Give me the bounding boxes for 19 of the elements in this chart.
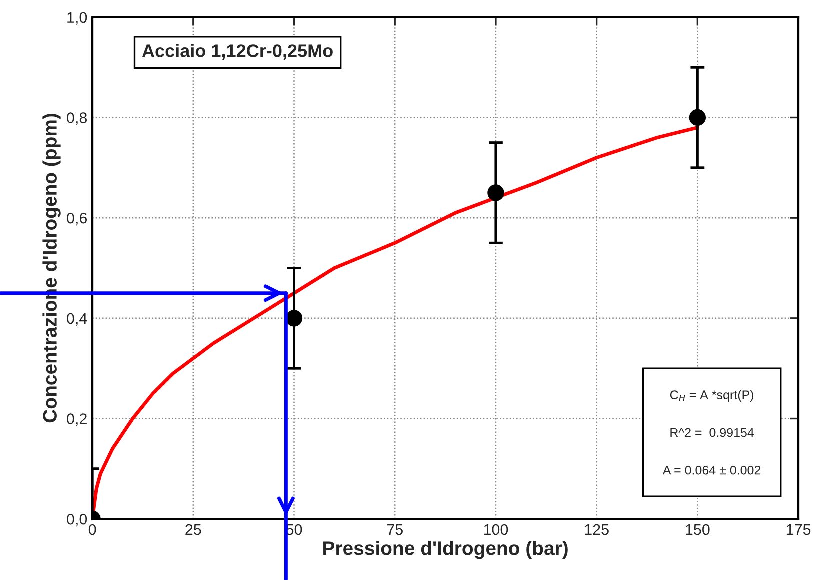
y-tick-label: 0,6 — [67, 212, 88, 226]
annotation: R^2 = 0.99154 — [670, 428, 754, 438]
annotation: A = 0.064 ± 0.002 — [662, 466, 761, 475]
x-tick-label: 0 — [88, 524, 96, 536]
x-axis-title: Pressione d'Idrogeno (bar) — [324, 540, 568, 560]
y-tick-label: 0,8 — [67, 112, 88, 126]
x-tick-label: 150 — [686, 524, 710, 536]
x-tick-label: 125 — [585, 524, 609, 536]
annotation: Acciaio 1,12Cr-0,25Mo — [142, 44, 333, 60]
x-tick-label: 100 — [484, 524, 508, 536]
y-axis-title: Concentrazione d'Idrogeno (ppm) — [42, 114, 61, 423]
y-tick-label: 0,0 — [67, 514, 88, 527]
x-tick-label: 25 — [186, 524, 202, 536]
x-tick-label: 75 — [387, 524, 403, 536]
y-tick-label: 1,0 — [68, 12, 88, 25]
annotation: C$_{H}$ = A *sqrt(P) — [670, 390, 754, 402]
y-tick-label: 0,4 — [67, 313, 88, 326]
y-tick-label: 0,2 — [67, 414, 87, 426]
x-tick-label: 175 — [786, 524, 811, 536]
